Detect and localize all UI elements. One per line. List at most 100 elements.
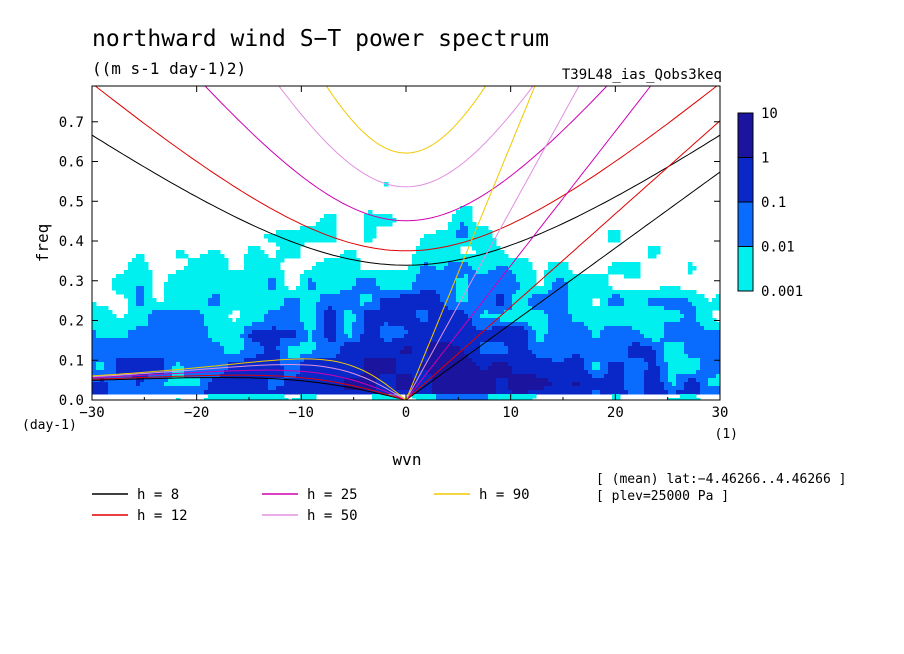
heat-cell xyxy=(448,226,453,231)
heat-cell xyxy=(592,322,597,327)
heat-cell xyxy=(476,374,481,379)
heat-cell xyxy=(460,298,465,303)
heat-cell xyxy=(572,358,577,363)
heat-cell xyxy=(364,318,369,323)
heat-cell xyxy=(548,326,553,331)
heat-cell xyxy=(340,298,345,303)
heat-cell xyxy=(464,334,469,339)
heat-cell xyxy=(364,326,369,331)
heat-cell xyxy=(408,358,413,363)
heat-cell xyxy=(252,258,257,263)
heat-cell xyxy=(172,282,177,287)
heat-cell xyxy=(560,346,565,351)
heat-cell xyxy=(188,334,193,339)
heat-cell xyxy=(668,386,673,391)
heat-cell xyxy=(104,330,109,335)
heat-cell xyxy=(620,346,625,351)
heat-cell xyxy=(400,382,405,387)
heat-cell xyxy=(260,258,265,263)
heat-cell xyxy=(480,370,485,375)
heat-cell xyxy=(436,370,441,375)
heat-cell xyxy=(440,362,445,367)
heat-cell xyxy=(648,358,653,363)
heat-cell xyxy=(500,382,505,387)
heat-cell xyxy=(196,302,201,307)
heat-cell xyxy=(432,282,437,287)
heat-cell xyxy=(516,266,521,271)
heat-cell xyxy=(364,226,369,231)
heat-cell xyxy=(432,238,437,243)
heat-cell xyxy=(444,298,449,303)
heat-cell xyxy=(104,306,109,311)
heat-cell xyxy=(292,374,297,379)
heat-cell xyxy=(332,350,337,355)
heat-cell xyxy=(224,258,229,263)
heat-cell xyxy=(592,306,597,311)
heat-cell xyxy=(340,374,345,379)
heat-cell xyxy=(200,326,205,331)
heat-cell xyxy=(624,342,629,347)
heat-cell xyxy=(520,270,525,275)
heat-cell xyxy=(416,258,421,263)
heat-cell xyxy=(612,326,617,331)
heat-cell xyxy=(312,378,317,383)
heat-cell xyxy=(532,350,537,355)
heat-cell xyxy=(492,258,497,263)
heat-cell xyxy=(120,390,125,395)
heat-cell xyxy=(348,318,353,323)
heat-cell xyxy=(248,330,253,335)
heat-cell xyxy=(160,362,165,367)
heat-cell xyxy=(336,282,341,287)
heat-cell xyxy=(436,326,441,331)
heat-cell xyxy=(608,322,613,327)
heat-cell xyxy=(596,274,601,279)
heat-cell xyxy=(212,334,217,339)
heat-cell xyxy=(188,342,193,347)
heat-cell xyxy=(292,306,297,311)
heat-cell xyxy=(548,370,553,375)
heat-cell xyxy=(552,294,557,299)
heat-cell xyxy=(248,382,253,387)
heat-cell xyxy=(340,290,345,295)
heat-cell xyxy=(248,362,253,367)
heat-cell xyxy=(528,394,533,399)
heat-cell xyxy=(672,290,677,295)
heat-cell xyxy=(496,274,501,279)
heat-cell xyxy=(564,302,569,307)
heat-cell xyxy=(288,318,293,323)
heat-cell xyxy=(344,282,349,287)
heat-cell xyxy=(124,274,129,279)
heat-cell xyxy=(452,358,457,363)
heat-cell xyxy=(352,302,357,307)
heat-cell xyxy=(552,286,557,291)
heat-cell xyxy=(460,358,465,363)
heat-cell xyxy=(148,366,153,371)
heat-cell xyxy=(268,310,273,315)
heat-cell xyxy=(136,274,141,279)
heat-cell xyxy=(348,250,353,255)
heat-cell xyxy=(328,338,333,343)
heat-cell xyxy=(392,386,397,391)
heat-cell xyxy=(652,334,657,339)
heat-cell xyxy=(252,318,257,323)
heat-cell xyxy=(612,290,617,295)
heat-cell xyxy=(224,286,229,291)
heat-cell xyxy=(480,302,485,307)
heat-cell xyxy=(200,354,205,359)
heat-cell xyxy=(328,270,333,275)
heat-cell xyxy=(472,374,477,379)
heat-cell xyxy=(304,374,309,379)
heat-cell xyxy=(652,310,657,315)
heat-cell xyxy=(548,274,553,279)
heat-cell xyxy=(560,386,565,391)
heat-cell xyxy=(368,334,373,339)
heat-cell xyxy=(456,226,461,231)
heat-cell xyxy=(124,270,129,275)
heat-cell xyxy=(436,346,441,351)
heat-cell xyxy=(592,362,597,367)
heat-cell xyxy=(392,282,397,287)
heat-cell xyxy=(644,334,649,339)
heat-cell xyxy=(320,274,325,279)
heat-cell xyxy=(400,310,405,315)
heat-cell xyxy=(96,318,101,323)
